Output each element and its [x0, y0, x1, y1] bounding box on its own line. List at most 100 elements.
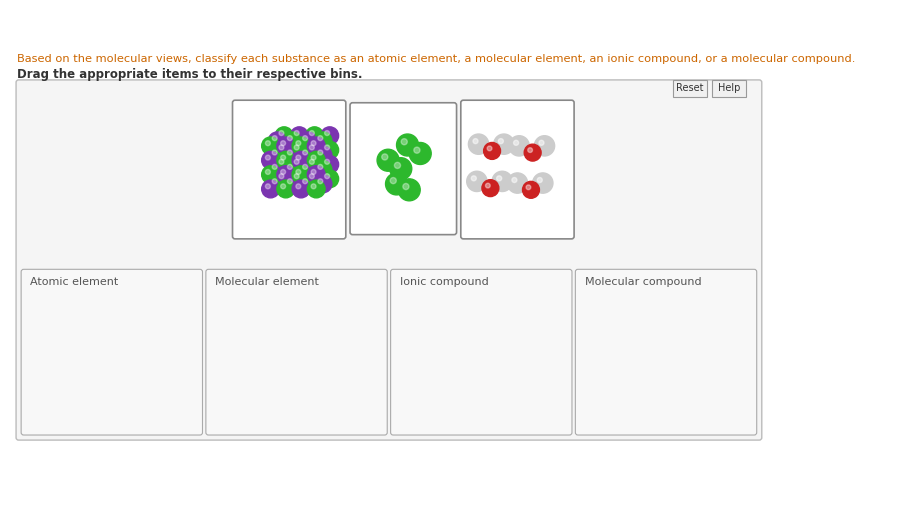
- Circle shape: [514, 140, 519, 145]
- Circle shape: [467, 171, 487, 192]
- Circle shape: [469, 134, 489, 155]
- Circle shape: [284, 175, 301, 193]
- Circle shape: [507, 173, 528, 193]
- Circle shape: [314, 175, 332, 193]
- Circle shape: [308, 137, 325, 155]
- Circle shape: [273, 165, 277, 169]
- Circle shape: [279, 131, 284, 135]
- Circle shape: [262, 137, 279, 155]
- Circle shape: [402, 139, 407, 145]
- Circle shape: [277, 180, 295, 198]
- Circle shape: [275, 156, 293, 173]
- Circle shape: [386, 173, 407, 195]
- FancyBboxPatch shape: [350, 102, 457, 235]
- Circle shape: [262, 180, 279, 198]
- Circle shape: [287, 135, 292, 141]
- Circle shape: [279, 159, 284, 164]
- Circle shape: [299, 146, 317, 164]
- Circle shape: [496, 176, 502, 181]
- Circle shape: [275, 141, 293, 159]
- Circle shape: [262, 166, 279, 184]
- Circle shape: [303, 179, 308, 184]
- Circle shape: [309, 174, 314, 178]
- Circle shape: [275, 170, 293, 188]
- FancyBboxPatch shape: [16, 80, 762, 440]
- Circle shape: [275, 127, 293, 144]
- FancyBboxPatch shape: [206, 269, 387, 435]
- Circle shape: [309, 131, 314, 135]
- Text: Help: Help: [717, 83, 740, 93]
- Circle shape: [487, 146, 492, 151]
- Circle shape: [279, 145, 284, 150]
- Circle shape: [309, 145, 314, 150]
- Circle shape: [265, 184, 271, 189]
- Circle shape: [262, 151, 279, 169]
- Circle shape: [318, 179, 322, 184]
- Text: Ionic compound: Ionic compound: [400, 277, 489, 287]
- Circle shape: [409, 142, 431, 165]
- Text: Drag the appropriate items to their respective bins.: Drag the appropriate items to their resp…: [17, 68, 362, 81]
- Circle shape: [306, 141, 323, 159]
- Circle shape: [311, 141, 316, 145]
- FancyBboxPatch shape: [460, 100, 574, 239]
- Circle shape: [509, 136, 530, 156]
- Circle shape: [324, 174, 330, 178]
- Circle shape: [311, 155, 316, 160]
- Circle shape: [522, 182, 540, 198]
- Circle shape: [472, 176, 476, 181]
- Circle shape: [473, 139, 478, 144]
- Circle shape: [318, 135, 322, 141]
- Circle shape: [484, 142, 500, 159]
- Circle shape: [308, 151, 325, 169]
- Text: Reset: Reset: [676, 83, 704, 93]
- Circle shape: [268, 161, 286, 178]
- Circle shape: [318, 165, 322, 169]
- Circle shape: [539, 140, 544, 145]
- Circle shape: [308, 180, 325, 198]
- FancyBboxPatch shape: [576, 269, 757, 435]
- Circle shape: [296, 141, 301, 145]
- Circle shape: [284, 146, 301, 164]
- Circle shape: [265, 141, 271, 145]
- Circle shape: [311, 184, 316, 189]
- Circle shape: [294, 131, 299, 135]
- Circle shape: [281, 184, 286, 189]
- Circle shape: [314, 132, 332, 150]
- Circle shape: [294, 145, 299, 150]
- Circle shape: [324, 145, 330, 150]
- Text: Molecular element: Molecular element: [216, 277, 319, 287]
- Circle shape: [299, 132, 317, 150]
- Circle shape: [296, 169, 301, 174]
- Circle shape: [281, 141, 286, 145]
- Circle shape: [284, 161, 301, 178]
- Text: Atomic element: Atomic element: [30, 277, 119, 287]
- Circle shape: [292, 166, 309, 184]
- Circle shape: [303, 165, 308, 169]
- Circle shape: [318, 150, 322, 155]
- FancyBboxPatch shape: [21, 269, 203, 435]
- Circle shape: [394, 162, 401, 168]
- Circle shape: [265, 155, 271, 160]
- Circle shape: [494, 134, 514, 155]
- Circle shape: [277, 137, 295, 155]
- Circle shape: [299, 175, 317, 193]
- Circle shape: [273, 135, 277, 141]
- Circle shape: [534, 136, 554, 156]
- Circle shape: [306, 156, 323, 173]
- Circle shape: [268, 146, 286, 164]
- Text: Molecular compound: Molecular compound: [585, 277, 701, 287]
- Circle shape: [512, 177, 517, 183]
- Circle shape: [292, 137, 309, 155]
- Circle shape: [281, 155, 286, 160]
- Circle shape: [524, 144, 542, 161]
- Circle shape: [398, 179, 420, 201]
- FancyBboxPatch shape: [712, 80, 746, 97]
- Circle shape: [537, 177, 542, 183]
- Circle shape: [294, 174, 299, 178]
- Circle shape: [526, 185, 530, 190]
- Circle shape: [294, 159, 299, 164]
- FancyBboxPatch shape: [673, 80, 706, 97]
- Circle shape: [268, 132, 286, 150]
- Circle shape: [532, 173, 553, 193]
- Circle shape: [287, 150, 292, 155]
